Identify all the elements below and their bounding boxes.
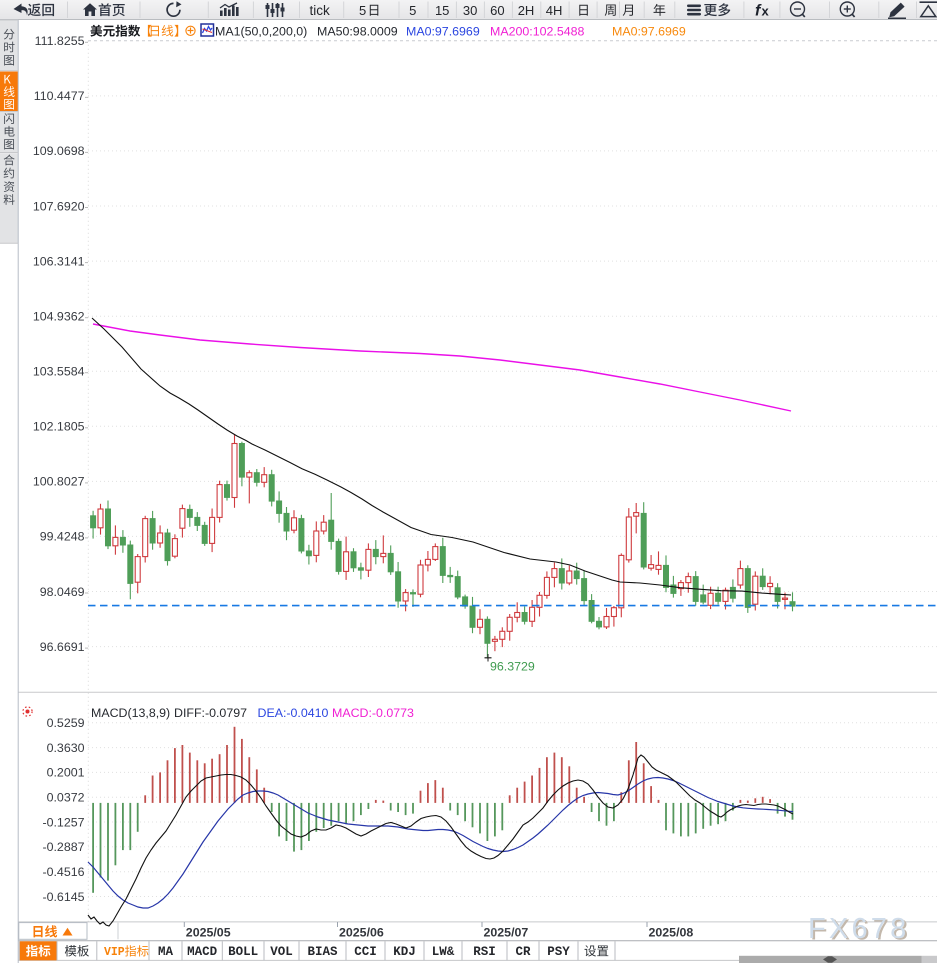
svg-text:MACD:-0.0773: MACD:-0.0773 (332, 706, 414, 720)
svg-text:100.8027: 100.8027 (33, 475, 85, 489)
svg-text:VIP: VIP (104, 946, 125, 959)
svg-text:103.5584: 103.5584 (33, 365, 85, 379)
svg-text:106.3141: 106.3141 (33, 254, 85, 268)
svg-text:2025/08: 2025/08 (649, 926, 694, 940)
svg-text:LW&: LW& (432, 945, 455, 959)
svg-text:MA50:98.0009: MA50:98.0009 (317, 24, 398, 38)
svg-text:CR: CR (515, 945, 531, 959)
svg-text:2025/05: 2025/05 (186, 926, 231, 940)
svg-text:2025/07: 2025/07 (484, 926, 529, 940)
svg-text:DIFF:-0.0797: DIFF:-0.0797 (174, 706, 247, 720)
svg-text:0.5259: 0.5259 (47, 716, 85, 730)
svg-text:5: 5 (359, 3, 366, 18)
svg-text:PSY: PSY (547, 945, 570, 959)
svg-text:30: 30 (463, 3, 477, 18)
svg-text:MACD: MACD (187, 945, 218, 959)
svg-text:0.3630: 0.3630 (47, 741, 85, 755)
svg-text:5: 5 (409, 3, 416, 18)
svg-text:DEA:-0.0410: DEA:-0.0410 (258, 706, 329, 720)
svg-text:MA1(50,0,200,0): MA1(50,0,200,0) (215, 24, 307, 38)
svg-text:MACD(13,8,9): MACD(13,8,9) (91, 706, 170, 720)
svg-text:-0.2887: -0.2887 (42, 840, 84, 854)
svg-text:60: 60 (490, 3, 504, 18)
svg-text:96.6691: 96.6691 (40, 640, 85, 654)
svg-text:FX678: FX678 (808, 913, 909, 945)
svg-text:-0.6145: -0.6145 (42, 890, 84, 904)
svg-text:99.4248: 99.4248 (40, 530, 85, 544)
svg-text:2H: 2H (518, 3, 535, 18)
svg-text:CCI: CCI (354, 945, 377, 959)
svg-text:109.0698: 109.0698 (33, 144, 85, 158)
svg-text:98.0469: 98.0469 (40, 585, 85, 599)
svg-text:15: 15 (435, 3, 449, 18)
svg-text:MA0:97.6969: MA0:97.6969 (406, 24, 480, 38)
svg-text:x: x (762, 4, 770, 19)
svg-text:-0.4516: -0.4516 (42, 865, 84, 879)
svg-text:MA200:102.5488: MA200:102.5488 (490, 24, 584, 38)
svg-text:tick: tick (310, 3, 331, 18)
svg-text:RSI: RSI (473, 945, 496, 959)
svg-text:MA0:97.6969: MA0:97.6969 (612, 24, 686, 38)
svg-text:BIAS: BIAS (307, 945, 338, 959)
svg-text:110.4477: 110.4477 (34, 89, 85, 103)
svg-text:f: f (755, 3, 762, 20)
svg-text:0.2001: 0.2001 (47, 766, 85, 780)
svg-text:107.6920: 107.6920 (33, 199, 85, 213)
svg-text:KDJ: KDJ (393, 945, 416, 959)
svg-text:0.0372: 0.0372 (47, 791, 85, 805)
svg-text:-0.1257: -0.1257 (42, 815, 84, 829)
svg-text:104.9362: 104.9362 (33, 310, 85, 324)
svg-text:96.3729: 96.3729 (490, 660, 535, 674)
svg-text:4H: 4H (546, 3, 563, 18)
svg-text:111.8255: 111.8255 (35, 34, 85, 48)
svg-text:BOLL: BOLL (228, 945, 258, 959)
svg-text:VOL: VOL (270, 945, 293, 959)
svg-text:MA: MA (158, 945, 174, 959)
svg-text:102.1805: 102.1805 (33, 420, 85, 434)
svg-text:2025/06: 2025/06 (339, 926, 384, 940)
